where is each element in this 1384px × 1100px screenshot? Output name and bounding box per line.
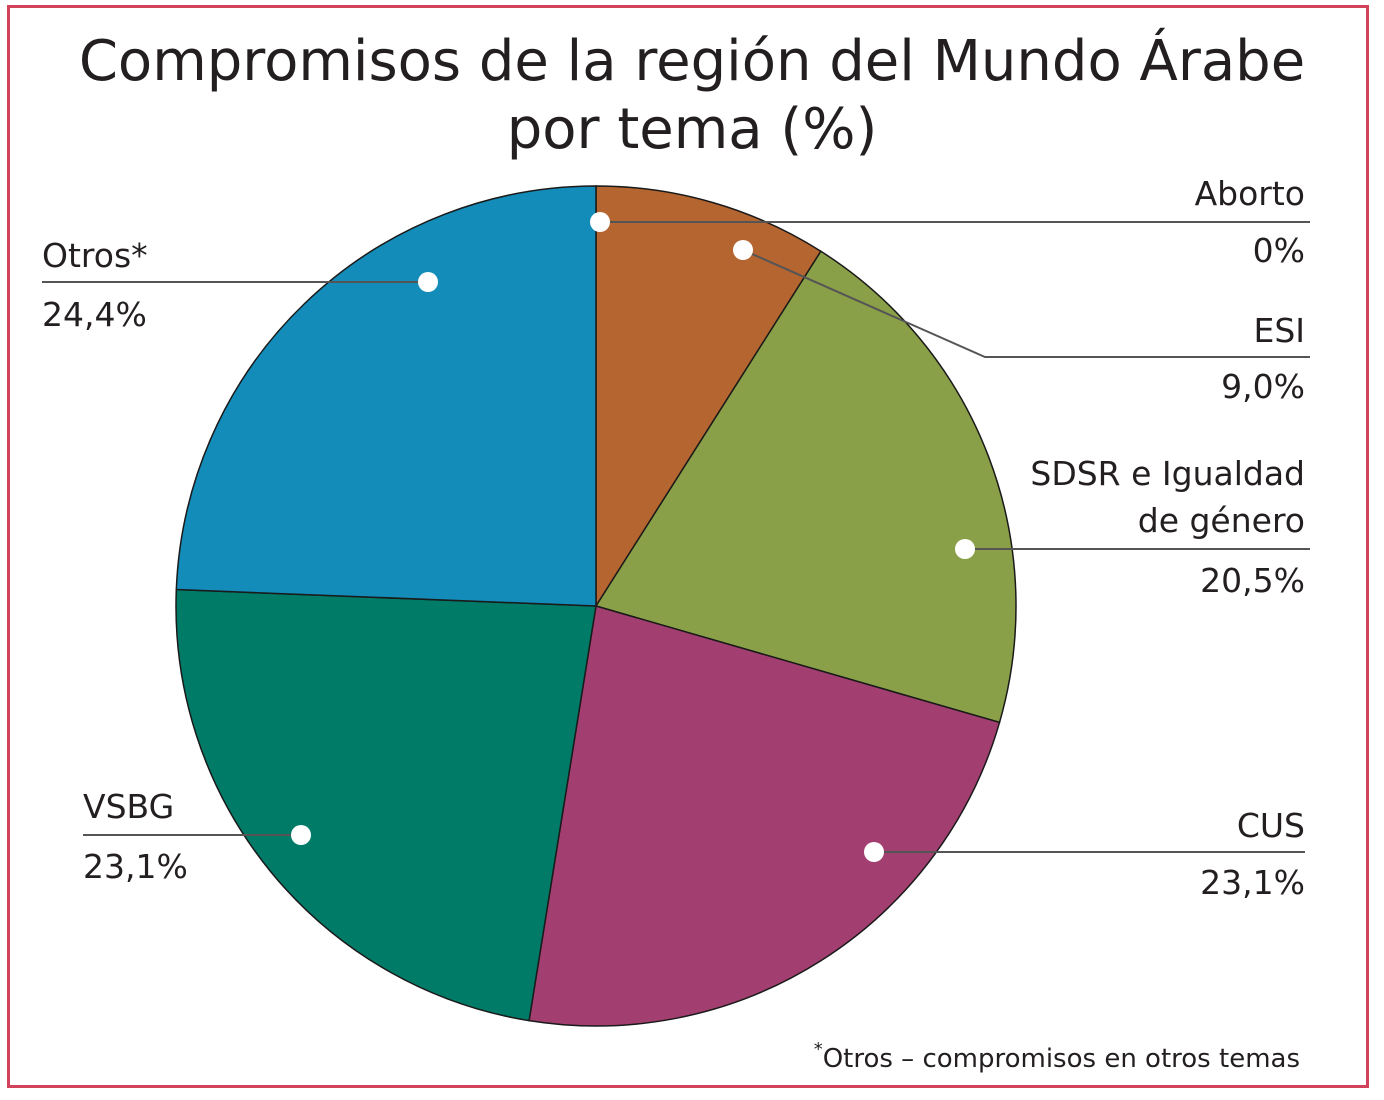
slice-label-sdsr-e-igualdad-de-genero-line-2: de género	[1138, 501, 1305, 540]
leader-dot-sdsr-e-igualdad-de-genero	[955, 539, 975, 559]
pie-slice-esi	[595, 185, 822, 609]
leader-line-esi	[742, 249, 1310, 358]
slice-label-esi: ESI	[1253, 311, 1305, 350]
slice-label-otros: Otros*	[42, 236, 148, 275]
chart-title-line-1: Compromisos de la región del Mundo Árabe	[78, 29, 1306, 94]
leader-dot-otros	[418, 272, 438, 292]
slice-label-vsbg: VSBG	[83, 787, 174, 826]
pie-slice-cus	[528, 605, 1001, 1027]
footnote: *Otros – compromisos en otros temas	[814, 1039, 1300, 1074]
slice-label-sdsr-e-igualdad-de-genero-line-1: SDSR e Igualdad	[1030, 454, 1305, 493]
slice-value-otros: 24,4%	[42, 295, 147, 334]
leader-lines	[42, 212, 1310, 862]
footnote-text: Otros – compromisos en otros temas	[823, 1044, 1300, 1074]
leader-dot-esi	[733, 240, 753, 260]
pie-slice-sdsr-e-igualdad-de-genero	[594, 250, 1017, 724]
leader-dot-vsbg	[291, 825, 311, 845]
chart-title-line-2: por tema (%)	[506, 97, 878, 162]
pie-slice-vsbg	[175, 588, 597, 1022]
slice-label-cus: CUS	[1237, 806, 1305, 845]
slice-value-aborto: 0%	[1253, 231, 1305, 270]
pie-slices	[175, 185, 1017, 1027]
chart-title: Compromisos de la región del Mundo Árabe…	[0, 28, 1384, 164]
leader-dot-aborto	[590, 212, 610, 232]
slice-value-sdsr-e-igualdad-de-genero: 20,5%	[1200, 561, 1305, 600]
slice-label-aborto: Aborto	[1195, 174, 1305, 213]
pie-slice-otros	[175, 185, 597, 607]
slice-labels: Aborto 0% ESI 9,0% SDSR e Igualdad de género 2…	[42, 174, 1305, 902]
leader-dot-cus	[864, 842, 884, 862]
slice-value-esi: 9,0%	[1221, 367, 1305, 406]
slice-value-cus: 23,1%	[1200, 863, 1305, 902]
footnote-mark: *	[814, 1039, 823, 1060]
slice-value-vsbg: 23,1%	[83, 847, 188, 886]
